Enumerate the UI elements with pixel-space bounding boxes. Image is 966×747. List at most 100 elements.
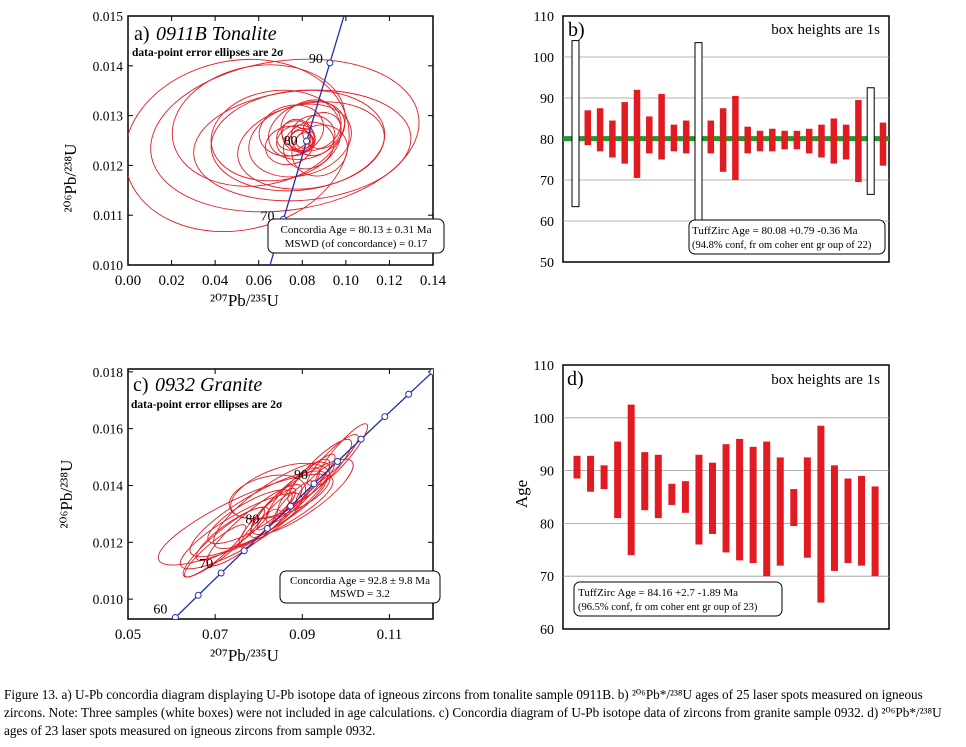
panel-c-error-ellipse: [228, 474, 307, 520]
panel-a-x-tick-label: 0.00: [115, 273, 141, 289]
panel-b-spot-age-box: [596, 108, 604, 152]
panel-b-y-tick-label: 70: [540, 174, 554, 189]
panel-a-x-tick-label: 0.14: [420, 273, 447, 289]
panel-c-concordia-age-marker: [263, 524, 271, 532]
panel-d-spot-age-box: [614, 441, 622, 519]
panel-c-x-tick-label: 0.05: [115, 627, 141, 643]
panel-b-spot-age-box: [793, 130, 801, 150]
panel-a-error-ellipse: [295, 132, 314, 149]
panel-d-spot-age-box: [776, 457, 784, 566]
panel-b-spot-age-box: [707, 120, 715, 154]
panel-c-concordia-age-marker: [310, 480, 318, 488]
panel-a-y-axis-label: ²⁰⁶Pb/²³⁸U: [61, 144, 80, 213]
panel-a-x-tick-label: 0.08: [289, 273, 315, 289]
panel-d-y-tick-label: 80: [540, 517, 554, 532]
panel-c-note: data-point error ellipses are 2σ: [131, 399, 283, 411]
panel-b-spot-age-box: [719, 108, 727, 172]
panel-c-concordia-age-marker: [357, 435, 365, 443]
panel-c-concordia-age-marker: [287, 502, 295, 510]
panel-a-error-ellipse: [290, 115, 336, 156]
panel-d-result-line2: (96.5% conf, fr om coher ent gr oup of 2…: [578, 602, 758, 613]
panel-b-label: b): [568, 19, 585, 41]
panel-b-y-tick-label: 60: [540, 215, 554, 230]
panel-c-concordia-age-label: 70: [199, 557, 213, 572]
panel-d-spot-age-box: [627, 404, 635, 556]
panel-d-spot-age-box: [600, 465, 608, 490]
panel-c-ellipses: [157, 423, 368, 578]
panel-d-y-tick-label: 70: [540, 570, 554, 585]
panel-b-result-line1: TuffZirc Age = 80.08 +0.79 -0.36 Ma: [692, 225, 858, 237]
panel-a-ellipses: [128, 58, 420, 233]
panel-b-excluded-spot-box: [571, 40, 580, 208]
panel-b-spot-age-box: [646, 116, 653, 154]
panel-d-spot-age-box: [844, 478, 852, 563]
panel-d-spot-age-box: [858, 475, 866, 566]
panel-b-spot-age-box: [744, 126, 751, 154]
panel-d-spot-age-box: [709, 462, 716, 534]
panel-d-spot-age-box: [871, 486, 879, 577]
panel-c-error-ellipse: [277, 453, 336, 512]
panel-a-concordia-age-label: 80: [284, 134, 298, 149]
panel-d-y-axis-label: Age: [512, 480, 531, 508]
panel-a-result-box: [267, 218, 445, 254]
panel-b-spot-age-box: [609, 120, 616, 158]
panel-c-error-ellipse: [207, 489, 293, 545]
panel-a-error-ellipse: [258, 104, 325, 157]
panel-c-concordia-age-marker: [240, 547, 248, 555]
panel-d-spot-age-box: [817, 425, 825, 603]
panel-c-error-ellipse: [184, 524, 247, 578]
panel-d-spot-age-box: [736, 438, 744, 561]
panel-a-error-ellipse: [237, 101, 385, 190]
panel-b-spot-age-box: [732, 95, 739, 180]
panel-a-error-ellipse: [280, 99, 342, 152]
panel-c-y-tick-label: 0.018: [93, 365, 124, 380]
panel-c-concordia-age-marker: [194, 591, 202, 599]
panel-c-concordia-age-label: 60: [153, 603, 167, 618]
panel-d-y-tick-label: 100: [533, 412, 554, 427]
panel-a: 0.00 0.02 0.04 0.06 0.08 0.10 0.12 0.14 0.010 0.0…: [61, 9, 447, 310]
panel-b-y-tick-label: 50: [540, 256, 554, 271]
panel-d-spot-age-box: [695, 454, 703, 545]
panel-a-error-ellipse: [291, 124, 348, 177]
panel-c-result-line2: MSWD = 3.2: [330, 588, 390, 600]
panel-d-spot-age-box: [654, 454, 662, 519]
panel-a-error-ellipse: [171, 64, 346, 187]
panel-c-concordia-age-label: 80: [245, 512, 259, 527]
panel-a-error-ellipse: [248, 103, 352, 178]
panel-a-x-tick-label: 0.12: [376, 273, 402, 289]
panel-c-concordia: 60 70 80 90: [153, 369, 433, 619]
panel-a-y-tick-label: 0.013: [93, 109, 124, 124]
panel-a-y-tick-label: 0.011: [93, 208, 123, 223]
panel-d-y-tick-label: 90: [540, 465, 554, 480]
panel-b-excluded-spot-box: [866, 87, 875, 195]
panel-b-spot-age-box: [805, 128, 813, 154]
panel-a-note: data-point error ellipses are 2σ: [132, 47, 284, 59]
panel-a-y-tick-label: 0.012: [93, 158, 123, 173]
panel-d-bars: [573, 404, 879, 603]
panel-b-spot-age-box: [756, 130, 764, 152]
panel-c-concordia-age-marker: [333, 457, 341, 465]
panel-b-spot-age-box: [842, 124, 850, 160]
panel-c-concordia-age-marker: [171, 614, 179, 619]
panel-b-y-tick-label: 100: [533, 51, 554, 66]
panel-d-spot-age-box: [573, 455, 581, 479]
panel-b-bars: [571, 40, 887, 230]
panel-c-error-ellipse: [306, 434, 359, 486]
panel-c-error-ellipse: [265, 458, 331, 524]
panel-b-result-line2: (94.8% conf, fr om coher ent gr oup of 2…: [692, 240, 872, 251]
panel-c-concordia-age-marker: [429, 369, 433, 376]
panel-a-error-ellipse: [283, 121, 335, 170]
panel-a-label: a): [134, 23, 150, 45]
panel-c-concordia-age-marker: [217, 569, 225, 577]
panel-c-y-tick-label: 0.014: [93, 478, 124, 493]
panel-a-ticks: 0.00 0.02 0.04 0.06 0.08 0.10 0.12 0.14 0.010 0.0…: [93, 9, 447, 289]
panel-b-y-tick-label: 110: [534, 10, 554, 25]
panel-a-x-tick-label: 0.06: [246, 273, 273, 289]
panel-c-concordia-age-label: 90: [294, 468, 308, 483]
panel-b-y-tick-label: 80: [540, 133, 554, 148]
panel-b-spot-age-box: [781, 130, 788, 150]
panel-a-concordia-age-label: 90: [309, 52, 323, 67]
panel-c-y-tick-label: 0.016: [93, 422, 124, 437]
panel-c-ticks: 0.05 0.07 0.09 0.11 0.010 0.012 0.014 0.016 0.01…: [93, 365, 433, 643]
